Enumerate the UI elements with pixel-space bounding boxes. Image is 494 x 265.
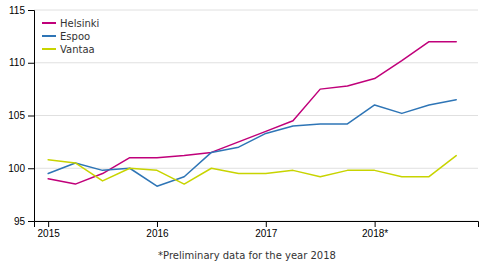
series-line: [48, 42, 456, 184]
tick-mark: [375, 221, 376, 227]
axis-line: [28, 11, 35, 222]
legend-swatch: [42, 35, 56, 37]
tick-label: 115: [9, 5, 25, 16]
legend-swatch: [42, 22, 56, 24]
tick-mark: [48, 221, 49, 227]
tick: 115: [9, 5, 34, 16]
tick-label: 110: [9, 57, 25, 68]
legend-label: Vantaa: [60, 44, 95, 55]
lines: [48, 42, 456, 187]
x-axis: 2015 2016 2017 2018*: [35, 221, 479, 239]
grid-line: [34, 62, 478, 63]
tick-mark: [28, 116, 34, 117]
series-line: [48, 156, 456, 184]
tick-mark: [28, 221, 34, 222]
legend-label: Espoo: [60, 31, 90, 42]
tick-mark: [28, 63, 34, 64]
tick-mark: [157, 221, 158, 227]
tick: 2015: [38, 221, 61, 239]
tick-label: 2016: [146, 228, 169, 239]
plot: 2015 2016 2017 2018* 95 100 105 110 115 Helsinki E…: [8, 5, 478, 239]
legend-item: Espoo: [42, 31, 90, 42]
legend: Helsinki Espoo Vantaa: [42, 18, 99, 55]
tick-label: 95: [14, 216, 26, 227]
tick: 2017: [255, 221, 278, 239]
tick-mark: [266, 221, 267, 227]
tick: 2016: [146, 221, 169, 239]
tick-label: 100: [8, 163, 25, 174]
footnote: *Preliminary data for the year 2018: [158, 250, 336, 261]
chart: 2015 2016 2017 2018* 95 100 105 110 115 Helsinki E…: [0, 0, 494, 265]
tick-mark: [28, 168, 34, 169]
tick-label: 105: [8, 110, 25, 121]
series-line: [48, 100, 456, 187]
legend-swatch: [42, 48, 56, 50]
grid-line: [34, 10, 478, 11]
y-axis: 95 100 105 110 115: [8, 5, 34, 227]
tick: 105: [8, 110, 34, 121]
tick-label: 2018*: [362, 228, 388, 239]
grid-line: [34, 115, 478, 116]
tick: 100: [8, 163, 34, 174]
tick-label: 2015: [38, 228, 61, 239]
tick-mark: [28, 10, 34, 11]
axis-line: [35, 222, 479, 228]
legend-item: Vantaa: [42, 44, 95, 55]
legend-item: Helsinki: [42, 18, 99, 29]
tick: 95: [14, 216, 34, 227]
tick: 110: [9, 57, 34, 68]
tick-label: 2017: [255, 228, 278, 239]
tick: 2018*: [362, 221, 388, 239]
legend-label: Helsinki: [60, 18, 99, 29]
grid: [34, 10, 478, 221]
grid-line: [34, 168, 478, 169]
